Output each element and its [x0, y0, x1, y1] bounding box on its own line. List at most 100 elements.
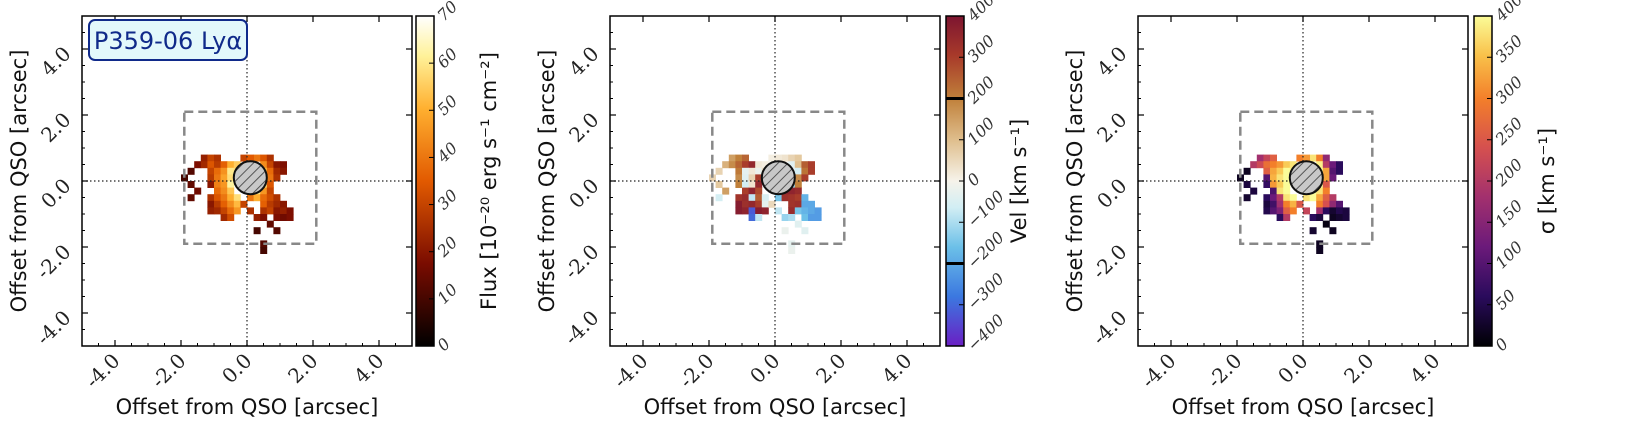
pixel-cell [1289, 207, 1297, 215]
pixel-cell [1283, 187, 1291, 195]
pixel-cell [1243, 194, 1251, 202]
pixel-cell [280, 161, 287, 169]
pixel-cell [1329, 227, 1337, 235]
pixel-cell [728, 161, 736, 169]
pixel-cell [1322, 161, 1330, 169]
pixel-cell [781, 227, 789, 235]
x-tick-label: -2.0 [1202, 349, 1246, 393]
pixel-cell [220, 187, 228, 195]
pixel-cell [1316, 247, 1324, 254]
pixel-cell [1276, 167, 1284, 175]
pixel-cell [286, 207, 294, 215]
pixel-cell [1263, 181, 1271, 188]
pixel-cell [755, 214, 763, 221]
pixel-cell [227, 181, 235, 188]
pixel-cell [1342, 214, 1350, 221]
pixel-cell [1263, 200, 1271, 208]
region-box [711, 110, 846, 245]
pixel-cell [220, 161, 228, 169]
x-tick-label: 2.0 [283, 349, 322, 388]
pixel-cell [280, 207, 287, 215]
pixel-cell [1322, 181, 1330, 188]
pixel-cell [808, 167, 815, 175]
pixel-cell [194, 161, 202, 169]
pixel-cell [801, 207, 809, 215]
pixel-cell [709, 174, 716, 182]
y-tick-label: 2.0 [564, 108, 603, 147]
pixel-cell [1322, 200, 1330, 208]
pixel-cell [768, 200, 776, 208]
pixel-cell [1322, 154, 1330, 162]
pixel-cell [794, 220, 802, 228]
y-tick-label: 2.0 [1092, 108, 1131, 147]
x-tick-label: 4.0 [1405, 349, 1444, 388]
pixel-cell [233, 207, 241, 215]
colorbar-tick-label: 40 [433, 138, 462, 167]
pixel-cell [735, 154, 743, 162]
pixel-cell [748, 194, 756, 202]
pixel-cell [1342, 207, 1350, 215]
pixel-cell [1276, 207, 1284, 215]
pixel-cell [1283, 194, 1291, 202]
pixel-cell [273, 194, 281, 202]
pixel-cell [794, 167, 802, 175]
region-box [1239, 110, 1374, 245]
pixel-cell [755, 167, 763, 175]
pixel-cell [748, 167, 756, 175]
pixel-cell [247, 207, 254, 215]
pixel-cell [273, 174, 281, 182]
pixel-cell [1283, 207, 1291, 215]
pixel-cell [794, 187, 802, 195]
pixel-cell [1263, 207, 1271, 215]
pixel-cell [266, 220, 274, 228]
x-axis-label: Offset from QSO [arcsec] [1172, 395, 1435, 419]
pixel-cell [214, 181, 221, 188]
x-axis-label: Offset from QSO [arcsec] [644, 395, 907, 419]
pixel-cell [755, 187, 763, 195]
pixel-cell [1270, 161, 1277, 169]
y-axis-label: Offset from QSO [arcsec] [1063, 50, 1087, 313]
pixel-cell [1309, 154, 1317, 162]
pixel-cell [266, 161, 274, 169]
y-tick-label: 4.0 [36, 42, 75, 81]
pixel-cell [761, 161, 769, 169]
colorbar-tick-label: −400 [963, 310, 1008, 355]
pixel-cell [273, 214, 281, 221]
pixel-cell [1322, 187, 1330, 195]
pixel-cell [1263, 154, 1271, 162]
pixel-cell [761, 200, 769, 208]
pixel-cell [214, 161, 221, 169]
x-axis-label: Offset from QSO [arcsec] [116, 395, 379, 419]
pixel-cell [1336, 200, 1343, 208]
pixel-cell [742, 207, 749, 215]
colorbar-tick-label: 250 [1491, 114, 1527, 150]
pixel-cell [742, 187, 749, 195]
pixel-cell [286, 214, 294, 221]
pixel-cell [1243, 181, 1251, 188]
title-badge: P359-06 Lyα [88, 19, 248, 61]
pixel-cell [266, 167, 274, 175]
colorbar-tick-label: −300 [963, 269, 1008, 314]
pixel-cell [775, 194, 782, 202]
pixel-cell [266, 187, 274, 195]
pixel-cell [735, 174, 743, 182]
pixel-cell [1329, 214, 1337, 221]
pixel-cell [266, 200, 274, 208]
pixel-cell [1283, 214, 1291, 221]
colorbar-tick-label: 0 [963, 169, 984, 190]
pixel-cell [1329, 207, 1337, 215]
y-tick-label: -4.0 [1087, 306, 1131, 350]
pixel-cell [742, 161, 749, 169]
pixel-cell [1322, 207, 1330, 215]
x-tick-label: -4.0 [1136, 349, 1180, 393]
pixel-cell [1276, 187, 1284, 195]
pixel-cell [1296, 154, 1304, 162]
x-tick-label: 0.0 [217, 349, 256, 388]
pixel-cell [260, 187, 268, 195]
pixel-cell [768, 154, 776, 162]
qso-mask [232, 160, 268, 196]
pixel-cell [748, 181, 756, 188]
pixel-cell [227, 214, 235, 221]
pixel-cell [260, 207, 268, 215]
pixel-cell [214, 207, 221, 215]
